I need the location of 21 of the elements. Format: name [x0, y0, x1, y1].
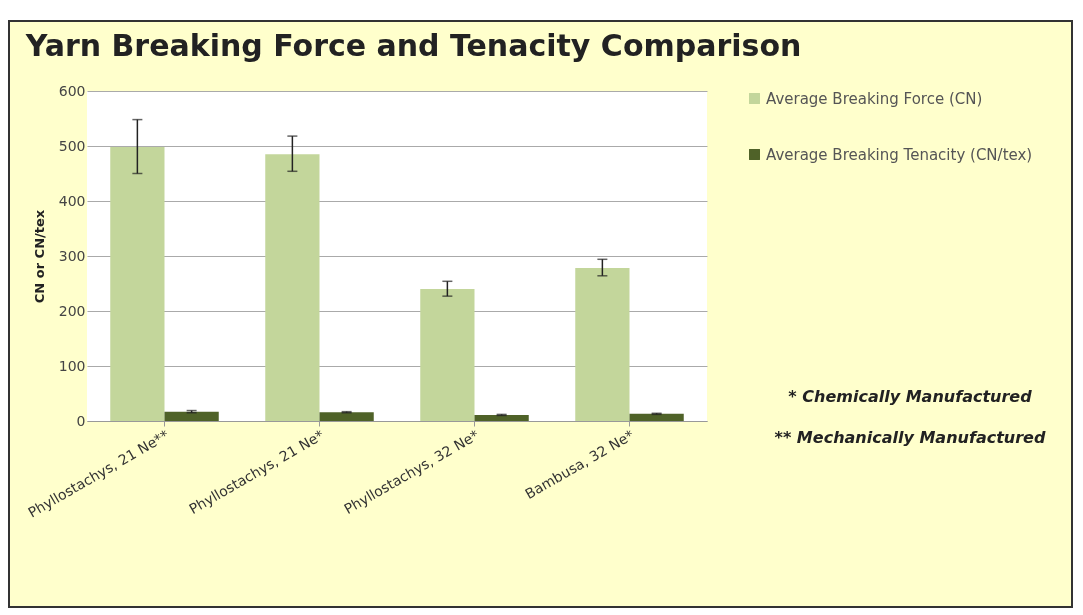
bar	[265, 154, 320, 421]
bar	[110, 147, 165, 421]
y-tick-label: 500	[58, 137, 86, 154]
y-tick-label: 300	[58, 247, 86, 264]
y-tick-label: 400	[58, 192, 86, 209]
y-tick-label: 100	[58, 357, 86, 374]
y-tick-label: 200	[58, 302, 86, 319]
bar	[420, 289, 475, 421]
bar	[629, 413, 684, 421]
legend-label: Average Breaking Force (CN)	[766, 89, 983, 108]
bar	[575, 268, 630, 421]
text: ** Mechanically Manufactured	[773, 428, 1047, 447]
bar	[164, 411, 219, 421]
legend-label: Average Breaking Tenacity (CN/tex)	[766, 145, 1033, 164]
text: * Chemically Manufactured	[787, 387, 1033, 406]
bar	[474, 414, 529, 421]
chart-title: Yarn Breaking Force and Tenacity Comparison	[24, 28, 802, 63]
bar	[319, 412, 374, 421]
y-tick-label: 600	[58, 82, 86, 99]
y-tick-label: 0	[76, 412, 86, 429]
y-axis-title: CN or CN/tex	[31, 209, 47, 304]
